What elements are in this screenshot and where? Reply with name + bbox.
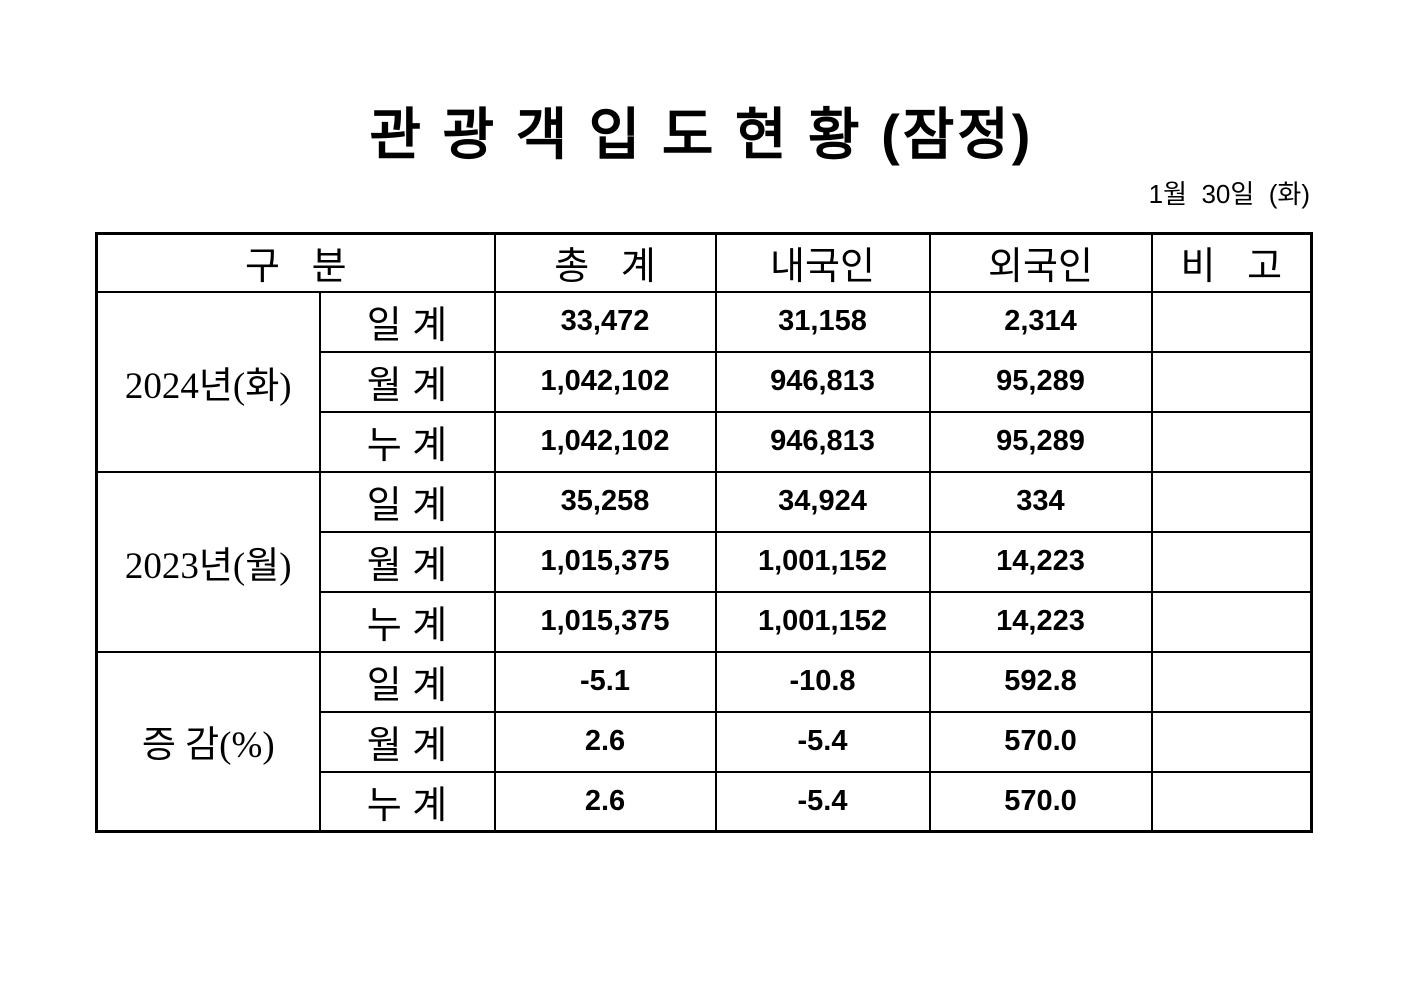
remarks-cell <box>1150 410 1313 473</box>
domestic-value-cell: 946,813 <box>714 410 931 473</box>
table-row: 월 계 1,042,102 946,813 95,289 <box>97 350 1313 413</box>
foreign-value-cell: 95,289 <box>928 350 1153 413</box>
date-label: 1월 30일 (화) <box>1148 179 1310 209</box>
foreign-value-cell: 2,314 <box>928 290 1153 353</box>
domestic-value-cell: -10.8 <box>714 650 931 713</box>
table-row: 누 계 1,015,375 1,001,152 14,223 <box>97 590 1313 653</box>
remarks-cell <box>1150 710 1313 773</box>
group-cell-change-pct: 증 감(%) <box>95 650 321 833</box>
sub-label-cell: 일 계 <box>318 650 496 713</box>
table-row: 2024년(화) 일 계 33,472 31,158 2,314 <box>95 290 1313 473</box>
table-row: 증 감(%) 일 계 -5.1 -10.8 592.8 <box>95 650 1313 833</box>
foreign-value-cell: 14,223 <box>928 590 1153 653</box>
header-foreign: 외국인 <box>928 232 1153 293</box>
sub-label-cell: 월 계 <box>318 350 496 413</box>
group-cell-2024: 2024년(화) <box>95 290 321 473</box>
domestic-value-cell: 1,001,152 <box>714 590 931 653</box>
total-value-cell: -5.1 <box>493 650 717 713</box>
domestic-value-cell: -5.4 <box>714 710 931 773</box>
remarks-cell <box>1150 770 1313 833</box>
sub-label-cell: 일 계 <box>318 470 496 533</box>
domestic-value-cell: 946,813 <box>714 350 931 413</box>
sub-label-cell: 누 계 <box>318 770 496 833</box>
domestic-value-cell: 34,924 <box>714 470 931 533</box>
remarks-cell <box>1150 470 1313 533</box>
sub-label-cell: 월 계 <box>318 710 496 773</box>
foreign-value-cell: 570.0 <box>928 770 1153 833</box>
table-header-row: 구 분 총 계 내국인 외국인 비 고 <box>95 232 1313 293</box>
total-value-cell: 1,015,375 <box>493 530 717 593</box>
group-cell-2023: 2023년(월) <box>95 470 321 653</box>
remarks-cell <box>1150 290 1313 353</box>
table-row: 월 계 1,015,375 1,001,152 14,223 <box>97 530 1313 593</box>
foreign-value-cell: 570.0 <box>928 710 1153 773</box>
table-row: 월 계 2.6 -5.4 570.0 <box>97 710 1313 773</box>
foreign-value-cell: 95,289 <box>928 410 1153 473</box>
header-remarks: 비 고 <box>1150 232 1313 293</box>
total-value-cell: 33,472 <box>493 290 717 353</box>
total-value-cell: 2.6 <box>493 770 717 833</box>
sub-label-cell: 누 계 <box>318 410 496 473</box>
sub-label-cell: 일 계 <box>318 290 496 353</box>
table-row: 누 계 1,042,102 946,813 95,289 <box>97 410 1313 473</box>
foreign-value-cell: 14,223 <box>928 530 1153 593</box>
total-value-cell: 1,042,102 <box>493 410 717 473</box>
total-value-cell: 1,042,102 <box>493 350 717 413</box>
remarks-cell <box>1150 350 1313 413</box>
table-row: 누 계 2.6 -5.4 570.0 <box>97 770 1313 833</box>
table-row: 2023년(월) 일 계 35,258 34,924 334 <box>95 470 1313 653</box>
foreign-value-cell: 592.8 <box>928 650 1153 713</box>
total-value-cell: 1,015,375 <box>493 590 717 653</box>
sub-label-cell: 누 계 <box>318 590 496 653</box>
total-value-cell: 2.6 <box>493 710 717 773</box>
sub-label-cell: 월 계 <box>318 530 496 593</box>
domestic-value-cell: 1,001,152 <box>714 530 931 593</box>
header-total: 총 계 <box>493 232 717 293</box>
domestic-value-cell: -5.4 <box>714 770 931 833</box>
total-value-cell: 35,258 <box>493 470 717 533</box>
header-domestic: 내국인 <box>714 232 931 293</box>
domestic-value-cell: 31,158 <box>714 290 931 353</box>
foreign-value-cell: 334 <box>928 470 1153 533</box>
remarks-cell <box>1150 650 1313 713</box>
page-title: 관 광 객 입 도 현 황 (잠정) <box>369 103 1034 166</box>
header-category: 구 분 <box>95 232 496 293</box>
remarks-cell <box>1150 590 1313 653</box>
remarks-cell <box>1150 530 1313 593</box>
tourist-arrivals-table: 구 분 총 계 내국인 외국인 비 고 2024년(화) 일 계 33,472 … <box>95 232 1313 833</box>
